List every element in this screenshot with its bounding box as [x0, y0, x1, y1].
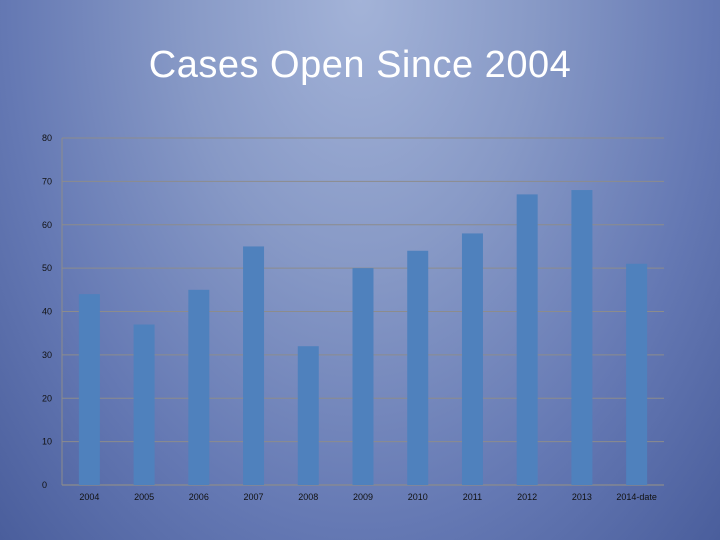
- chart-title: Cases Open Since 2004: [148, 44, 572, 86]
- y-tick-label: 20: [42, 393, 52, 403]
- x-tick-label: 2011: [463, 492, 482, 502]
- y-tick-label: 70: [42, 176, 52, 186]
- x-tick-label: 2014-date: [616, 492, 657, 502]
- y-tick-label: 0: [42, 480, 47, 490]
- y-tick-label: 10: [42, 437, 52, 447]
- x-tick-label: 2009: [353, 492, 373, 502]
- bar-2004: [78, 294, 100, 485]
- x-tick-label: 2005: [134, 492, 154, 502]
- x-tick-label: 2013: [572, 492, 592, 502]
- y-tick-label: 60: [42, 220, 52, 230]
- bar-2006: [188, 289, 210, 485]
- x-tick-label: 2007: [244, 492, 264, 502]
- x-tick-label: 2004: [79, 492, 99, 502]
- bar-2011: [461, 233, 483, 485]
- x-tick-label: 2010: [408, 492, 428, 502]
- bar-2008: [297, 346, 319, 485]
- x-tick-label: 2006: [189, 492, 209, 502]
- bar-2014-date: [626, 263, 648, 485]
- bar-2009: [352, 268, 374, 485]
- bar-2013: [571, 190, 593, 486]
- y-tick-label: 50: [42, 263, 52, 273]
- x-axis-labels: 2004 2005 2006 2007 2008 2009 2010 2011 2012 2013…: [79, 492, 657, 502]
- bar-2007: [243, 246, 265, 485]
- y-tick-label: 80: [42, 133, 52, 143]
- x-tick-label: 2012: [517, 492, 537, 502]
- bar-2010: [407, 250, 429, 485]
- y-axis-ticks: 0 10 20 30 40 50 60 70 80: [42, 133, 52, 490]
- bars: [78, 190, 648, 486]
- y-tick-label: 40: [42, 307, 52, 317]
- x-tick-label: 2008: [298, 492, 318, 502]
- bar-2012: [516, 194, 538, 485]
- y-tick-label: 30: [42, 350, 52, 360]
- bar-2005: [133, 324, 155, 485]
